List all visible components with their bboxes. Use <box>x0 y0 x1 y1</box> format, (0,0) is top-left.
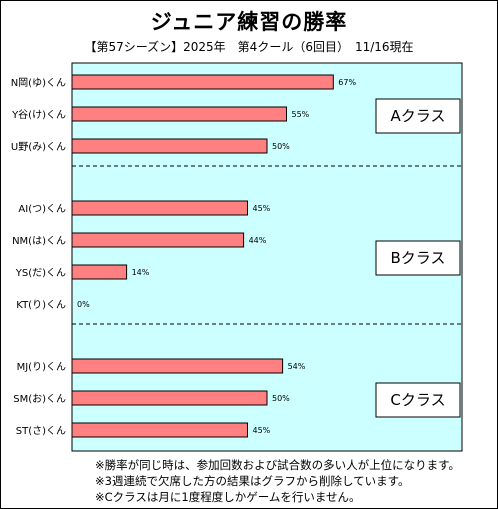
class-box <box>375 98 461 134</box>
bar <box>71 422 248 438</box>
note-2: ※3週連続で欠席した方の結果はグラフから削除しています。 <box>95 474 410 488</box>
bar <box>71 390 268 406</box>
chart-subtitle: 【第57シーズン】2025年 第4クール（6回目） 11/16現在 <box>84 40 414 54</box>
chart-title: ジュニア練習の勝率 <box>150 10 348 34</box>
category-label: MJ(り)くん <box>17 361 66 373</box>
bar <box>71 232 245 248</box>
bar <box>71 200 248 216</box>
data-label: 54% <box>288 362 306 371</box>
data-label: 50% <box>272 142 290 151</box>
category-label: ST(さ)くん <box>16 425 66 437</box>
data-label: 45% <box>253 204 271 213</box>
category-label: N岡(ゆ)くん <box>11 77 66 89</box>
data-label: 50% <box>272 394 290 403</box>
data-label: 67% <box>338 78 356 87</box>
category-label: YS(だ)くん <box>15 267 66 279</box>
category-label: NM(は)くん <box>12 235 66 247</box>
class-label: Cクラス <box>390 391 445 409</box>
data-label: 44% <box>249 236 267 245</box>
bar <box>71 106 287 122</box>
class-label: Bクラス <box>391 249 446 267</box>
bar <box>71 264 128 280</box>
notes: ※勝率が同じ時は、参加回数および試合数の多い人が上位になります。 ※3週連続で欠… <box>95 457 460 505</box>
data-label: 0% <box>77 300 90 309</box>
category-label: Y谷(け)くん <box>11 109 66 121</box>
data-label: 45% <box>253 426 271 435</box>
category-label: KT(り)くん <box>16 299 66 311</box>
bar <box>71 138 268 154</box>
class-box <box>375 240 461 276</box>
note-1: ※勝率が同じ時は、参加回数および試合数の多い人が上位になります。 <box>95 458 460 472</box>
bar <box>71 358 284 374</box>
bar <box>71 74 334 90</box>
class-box <box>375 382 461 418</box>
class-label: Aクラス <box>391 107 446 125</box>
category-label: SM(お)くん <box>13 393 66 405</box>
data-label: 14% <box>132 268 150 277</box>
category-label: AI(つ)くん <box>18 203 66 215</box>
category-label: U野(み)くん <box>11 141 66 153</box>
data-label: 55% <box>292 110 310 119</box>
note-3: ※Cクラスは月に1度程度しかゲームを行いません。 <box>95 490 361 504</box>
